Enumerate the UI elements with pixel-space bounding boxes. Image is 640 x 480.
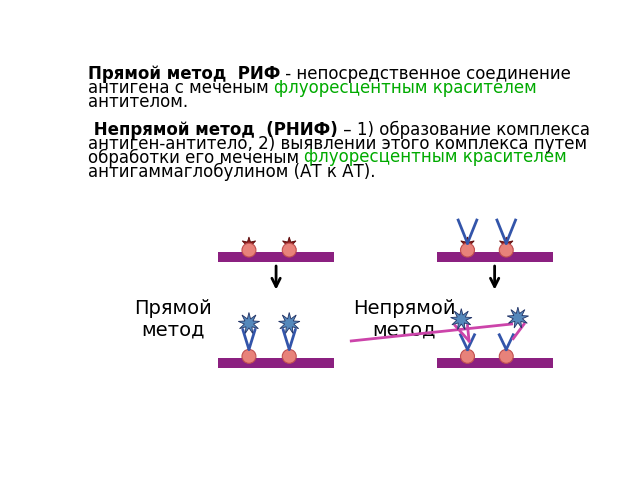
Circle shape bbox=[461, 349, 474, 363]
Polygon shape bbox=[500, 237, 513, 252]
Polygon shape bbox=[238, 312, 260, 334]
Text: флуоресцентным красителем: флуоресцентным красителем bbox=[274, 79, 536, 97]
Bar bbox=[218, 358, 334, 368]
Circle shape bbox=[282, 349, 296, 363]
Polygon shape bbox=[242, 237, 255, 252]
Text: Прямой
метод: Прямой метод bbox=[134, 299, 212, 340]
Polygon shape bbox=[282, 237, 296, 252]
Text: – 1) образование комплекса: – 1) образование комплекса bbox=[337, 121, 589, 139]
Text: Прямой метод  РИФ: Прямой метод РИФ bbox=[88, 65, 280, 84]
Polygon shape bbox=[451, 309, 472, 330]
Text: Непрямой
метод: Непрямой метод bbox=[353, 299, 455, 340]
Text: Непрямой метод  (РНИФ): Непрямой метод (РНИФ) bbox=[88, 121, 337, 139]
Circle shape bbox=[499, 349, 513, 363]
Circle shape bbox=[461, 243, 474, 257]
Text: антигаммаглобулином (АТ к АТ).: антигаммаглобулином (АТ к АТ). bbox=[88, 162, 375, 180]
Text: обработки его меченым: обработки его меченым bbox=[88, 148, 304, 167]
Text: - непосредственное соединение: - непосредственное соединение bbox=[280, 65, 571, 84]
Text: антителом.: антителом. bbox=[88, 93, 188, 111]
Bar bbox=[218, 252, 334, 262]
Bar bbox=[436, 358, 553, 368]
Text: флуоресцентным красителем: флуоресцентным красителем bbox=[304, 148, 567, 167]
Text: антиген-антитело, 2) выявлении этого комплекса путем: антиген-антитело, 2) выявлении этого ком… bbox=[88, 134, 587, 153]
Polygon shape bbox=[461, 237, 474, 252]
Text: антигена с меченым: антигена с меченым bbox=[88, 79, 274, 97]
Polygon shape bbox=[278, 312, 300, 334]
Circle shape bbox=[499, 243, 513, 257]
Circle shape bbox=[242, 243, 256, 257]
Circle shape bbox=[282, 243, 296, 257]
Circle shape bbox=[242, 349, 256, 363]
Polygon shape bbox=[507, 307, 529, 328]
Bar bbox=[436, 252, 553, 262]
